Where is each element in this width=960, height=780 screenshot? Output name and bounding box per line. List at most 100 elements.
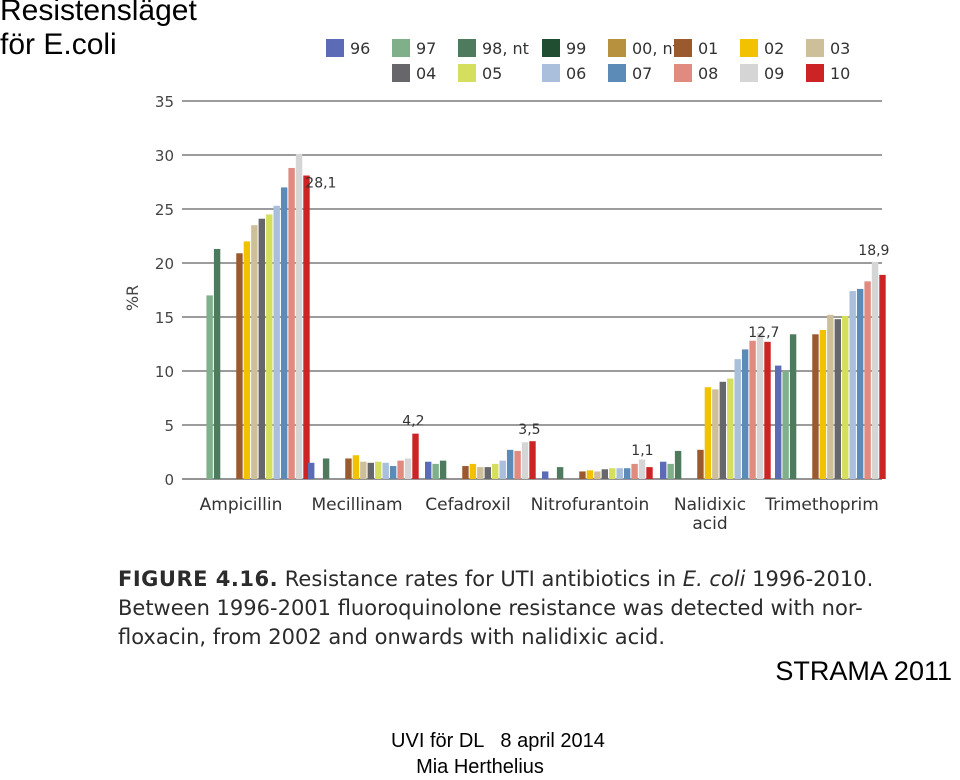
legend-swatch xyxy=(806,64,824,82)
bar xyxy=(674,450,682,479)
bar xyxy=(631,463,638,479)
figure-label: FIGURE 4.16. xyxy=(118,567,279,591)
bar xyxy=(842,315,849,479)
bar xyxy=(439,460,447,479)
category-label: Cefadroxil xyxy=(425,495,511,515)
data-label: 12,7 xyxy=(748,325,779,341)
bar xyxy=(638,459,646,479)
bar xyxy=(462,466,469,479)
bar xyxy=(389,466,397,479)
bar xyxy=(849,291,856,479)
bar xyxy=(303,175,310,479)
bar xyxy=(492,463,499,479)
slide-title: Resistensläget för E.coli xyxy=(0,0,197,61)
legend-label: 04 xyxy=(416,64,436,83)
bar xyxy=(506,449,514,479)
legend-label: 09 xyxy=(764,64,784,83)
legend-label: 06 xyxy=(566,64,586,83)
bar xyxy=(352,455,360,479)
legend-label: 05 xyxy=(482,64,502,83)
legend-label: 99 xyxy=(566,39,586,58)
bar xyxy=(308,462,315,479)
legend-swatch xyxy=(458,39,476,57)
legend-swatch xyxy=(740,39,758,57)
bar xyxy=(404,458,412,479)
legend-swatch xyxy=(608,39,626,57)
bar xyxy=(789,334,797,479)
legend-label: 00, nt xyxy=(632,39,679,58)
bar xyxy=(213,248,221,479)
bar xyxy=(775,365,782,479)
bar xyxy=(251,225,258,479)
bar xyxy=(243,241,251,479)
bar xyxy=(397,460,404,479)
category-label: Trimethoprim xyxy=(764,495,879,515)
bar xyxy=(295,153,303,480)
bar xyxy=(484,467,491,479)
data-label: 1,1 xyxy=(631,443,653,459)
legend-swatch xyxy=(392,64,410,82)
bar xyxy=(322,458,330,479)
category-label: acid xyxy=(692,514,727,534)
bar xyxy=(749,340,756,479)
slide-footer: UVI för DL 8 april 2014 Mia Herthelius xyxy=(0,728,960,780)
legend-label: 98, nt xyxy=(482,39,529,58)
bar xyxy=(712,389,719,479)
legend-label: 03 xyxy=(830,39,850,58)
legend-swatch xyxy=(608,64,626,82)
bar xyxy=(273,205,280,479)
bar xyxy=(819,329,827,479)
legend-swatch xyxy=(542,64,560,82)
bar xyxy=(609,468,616,479)
footer-date: 8 april 2014 xyxy=(500,730,605,752)
legend-label: 08 xyxy=(698,64,718,83)
bar xyxy=(871,261,879,479)
bar xyxy=(499,460,506,479)
bar xyxy=(879,274,886,479)
resistance-bar-chart: 05101520253035%R28,14,23,51,112,718,9Amp… xyxy=(123,39,889,534)
legend-label: 01 xyxy=(698,39,718,58)
legend-swatch xyxy=(326,39,344,57)
bar xyxy=(727,378,734,479)
y-axis-label: %R xyxy=(123,285,142,311)
bar xyxy=(529,441,536,479)
bar xyxy=(756,333,764,479)
legend-label: 96 xyxy=(350,39,370,58)
legend-label: 10 xyxy=(830,64,850,83)
bar xyxy=(236,253,243,479)
bar xyxy=(521,442,529,479)
bar xyxy=(579,471,586,479)
y-tick-label: 35 xyxy=(155,93,174,111)
bar xyxy=(719,381,726,479)
bar xyxy=(412,433,419,479)
bar xyxy=(382,462,389,479)
legend-swatch xyxy=(392,39,410,57)
footer-event: UVI för DL xyxy=(391,730,485,752)
bar xyxy=(601,469,608,479)
y-tick-label: 30 xyxy=(155,147,174,165)
legend-label: 07 xyxy=(632,64,652,83)
bar xyxy=(288,167,295,479)
bar xyxy=(345,458,352,479)
y-tick-label: 5 xyxy=(164,417,174,435)
legend-label: 02 xyxy=(764,39,784,58)
bar xyxy=(206,295,213,479)
legend-swatch xyxy=(674,39,692,57)
bar xyxy=(469,463,477,479)
bar xyxy=(827,314,834,479)
bar xyxy=(432,463,439,479)
legend-swatch xyxy=(458,64,476,82)
y-tick-label: 20 xyxy=(155,255,174,273)
caption-text-after: 1996-2010. Between 1996-2001 fluoroquino… xyxy=(118,567,874,649)
legend-swatch xyxy=(806,39,824,57)
source-credit: STRAMA 2011 xyxy=(775,656,952,686)
figure-caption: FIGURE 4.16. Resistance rates for UTI an… xyxy=(118,565,878,652)
legend-swatch xyxy=(542,39,560,57)
y-tick-label: 0 xyxy=(164,471,174,489)
bar xyxy=(586,470,594,479)
footer-author: Mia Herthelius xyxy=(416,756,544,778)
bar xyxy=(514,450,521,479)
bar xyxy=(864,281,871,479)
bar xyxy=(266,214,273,479)
y-tick-label: 15 xyxy=(155,309,174,327)
